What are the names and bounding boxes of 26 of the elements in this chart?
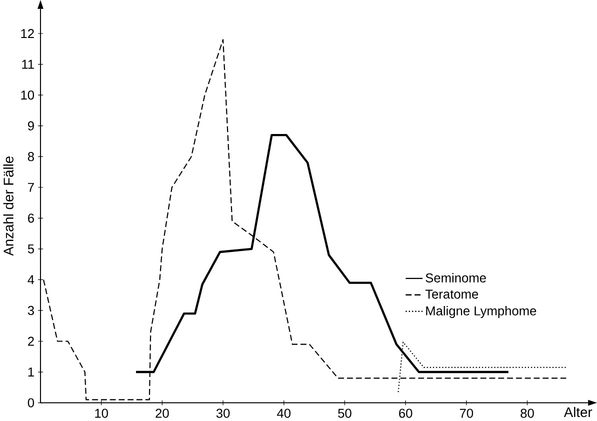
x-axis-title: Alter — [564, 406, 592, 418]
x-tick-label: 60 — [399, 408, 412, 418]
legend-label: Teratome — [425, 290, 478, 299]
y-tick-label: 4 — [28, 275, 34, 284]
x-tick-label: 40 — [277, 408, 291, 418]
legend-label: Seminome — [426, 272, 486, 282]
x-tick-label: 80 — [520, 408, 534, 418]
y-tick-label: 2 — [28, 336, 34, 346]
y-tick-label: 9 — [28, 121, 34, 130]
x-tick-label: 70 — [460, 408, 474, 418]
x-tick-label: 30 — [216, 408, 230, 418]
x-tick-label: 50 — [338, 408, 352, 418]
y-tick-label: 8 — [28, 152, 34, 162]
y-tick-label: 5 — [28, 244, 34, 254]
y-tick-label: 6 — [28, 214, 34, 223]
legend-label: Maligne Lymphome — [426, 306, 536, 318]
y-tick-label: 10 — [21, 90, 34, 100]
y-tick-label: 1 — [28, 368, 34, 376]
y-tick-label: 0 — [28, 398, 34, 408]
x-tick-label: 10 — [95, 408, 108, 418]
y-tick-label: 12 — [21, 28, 34, 38]
x-tick-label: 20 — [156, 408, 169, 418]
y-tick-label: 7 — [28, 182, 34, 192]
y-tick-label: 11 — [22, 60, 34, 69]
y-axis-title: Anzahl der Fälle — [3, 156, 14, 256]
y-tick-label: 3 — [28, 306, 34, 315]
